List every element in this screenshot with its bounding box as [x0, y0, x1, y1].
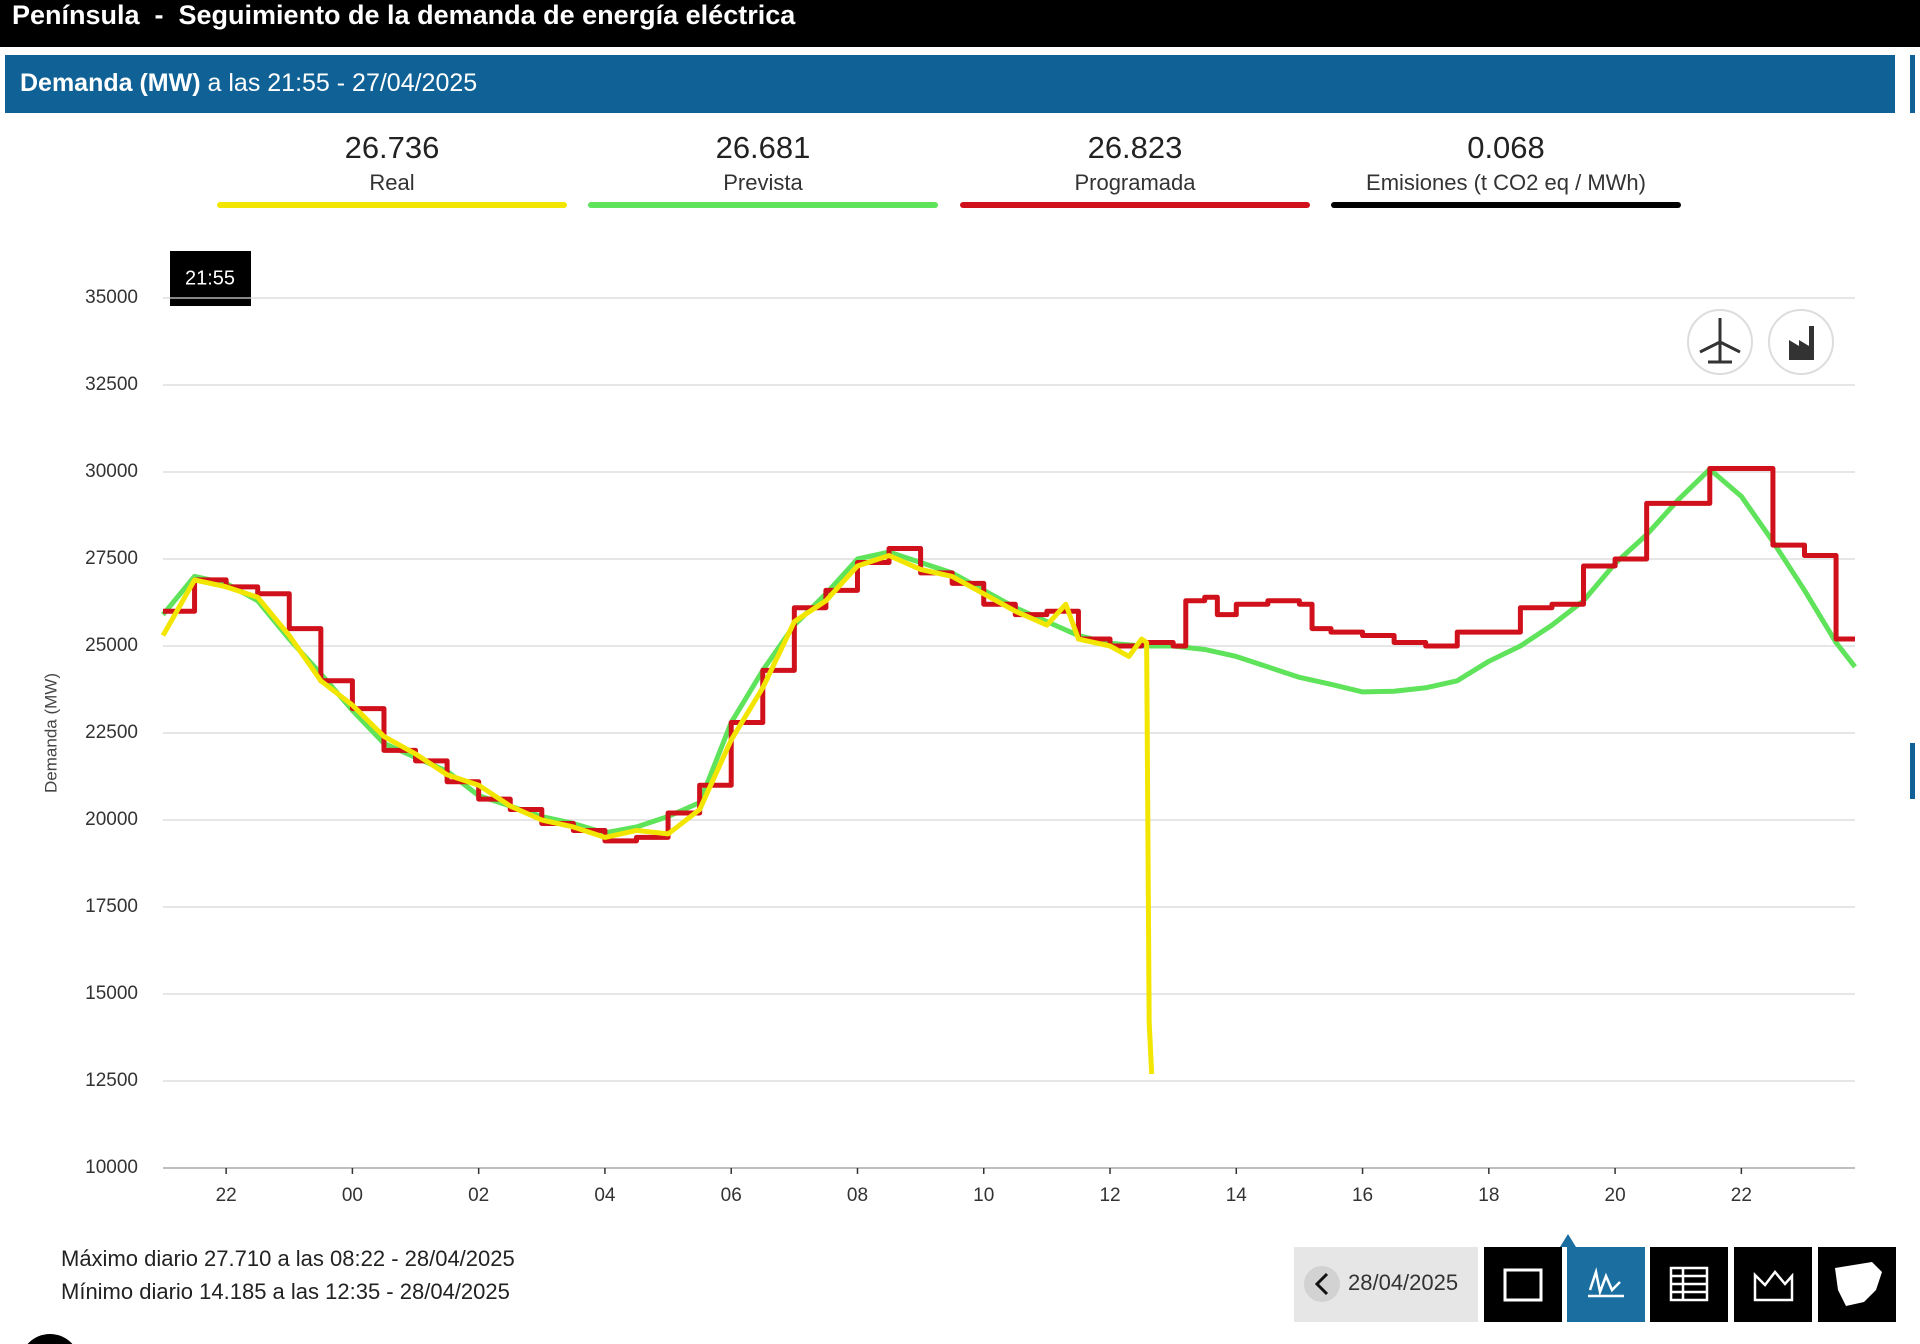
x-tick-label: 14	[1226, 1185, 1248, 1206]
tooltip: 21:55	[185, 267, 235, 289]
area-view-icon	[1753, 1270, 1794, 1302]
series-line	[163, 466, 1855, 844]
y-tick-label: 12500	[85, 1070, 138, 1091]
date-text: 28/04/2025	[1348, 1270, 1458, 1295]
series-line	[161, 466, 1857, 836]
y-tick-label: 22500	[85, 722, 138, 743]
stat-label: Emisiones (t CO2 eq / MWh)	[1366, 170, 1646, 195]
y-tick-label: 35000	[85, 287, 138, 308]
y-tick-label: 27500	[85, 548, 138, 569]
subheader-text: a las 21:55 - 27/04/2025	[208, 69, 478, 97]
x-tick-label: 18	[1478, 1185, 1499, 1206]
side-marker	[1910, 55, 1915, 113]
subheader-bar	[5, 55, 1895, 113]
header-title: Península - Seguimiento de la demanda de…	[12, 0, 796, 30]
stat-value: 26.736	[345, 130, 440, 165]
stat-value: 26.823	[1088, 130, 1183, 165]
x-tick-label: 22	[216, 1185, 237, 1206]
subheader-label: Demanda (MW)	[20, 69, 201, 97]
stat-label: Real	[369, 170, 414, 195]
chart-view-button[interactable]	[1567, 1247, 1645, 1322]
y-tick-label: 30000	[85, 461, 138, 482]
y-tick-label: 17500	[85, 896, 138, 917]
map-icon	[1835, 1262, 1882, 1306]
x-tick-label: 12	[1099, 1185, 1120, 1206]
y-tick-label: 10000	[85, 1157, 138, 1178]
wind-icon	[1699, 318, 1741, 364]
x-tick-label: 08	[847, 1185, 868, 1206]
footer: Máximo diario 27.710 a las 08:22 - 28/04…	[61, 1246, 515, 1304]
daily-max: Máximo diario 27.710 a las 08:22 - 28/04…	[61, 1246, 515, 1271]
series-line	[160, 553, 1155, 1075]
active-pointer	[1560, 1234, 1576, 1247]
tooltip-box	[170, 251, 251, 306]
chart-icons	[1687, 309, 1834, 375]
x-tick-label: 04	[594, 1185, 616, 1206]
subheader: Demanda (MW) a las 21:55 - 27/04/2025	[20, 69, 477, 97]
side-marker	[1910, 743, 1915, 799]
y-tick-label: 15000	[85, 983, 138, 1004]
y-tick-label: 20000	[85, 809, 138, 830]
stat-value: 26.681	[716, 130, 811, 165]
corner-button[interactable]	[20, 1334, 80, 1344]
prev-date-button[interactable]	[1304, 1266, 1340, 1302]
table-view-icon	[1669, 1266, 1709, 1302]
x-tick-label: 00	[342, 1185, 363, 1206]
y-tick-label: 25000	[85, 635, 138, 656]
prev-icon	[1314, 1272, 1329, 1296]
stat-label: Programada	[1074, 170, 1196, 195]
calendar-button[interactable]	[1484, 1247, 1562, 1322]
x-tick-label: 20	[1605, 1185, 1626, 1206]
x-tick-label: 06	[721, 1185, 742, 1206]
chart-view-icon	[1588, 1267, 1624, 1298]
x-tick-label: 10	[973, 1185, 994, 1206]
x-tick-label: 22	[1731, 1185, 1752, 1206]
stat-label: Prevista	[723, 170, 803, 195]
header-bar	[0, 0, 1920, 47]
y-axis-label: Demanda (MW)	[41, 673, 60, 793]
calendar-icon	[1503, 1268, 1543, 1302]
area-view-button[interactable]	[1734, 1247, 1812, 1322]
x-tick-label: 16	[1352, 1185, 1373, 1206]
factory-icon	[1789, 326, 1814, 360]
stat-value: 0.068	[1467, 130, 1545, 165]
y-tick-label: 32500	[85, 374, 138, 395]
x-tick-label: 02	[468, 1185, 489, 1206]
daily-min: Mínimo diario 14.185 a las 12:35 - 28/04…	[61, 1279, 510, 1304]
toolbar: 28/04/2025	[1294, 1234, 1896, 1322]
